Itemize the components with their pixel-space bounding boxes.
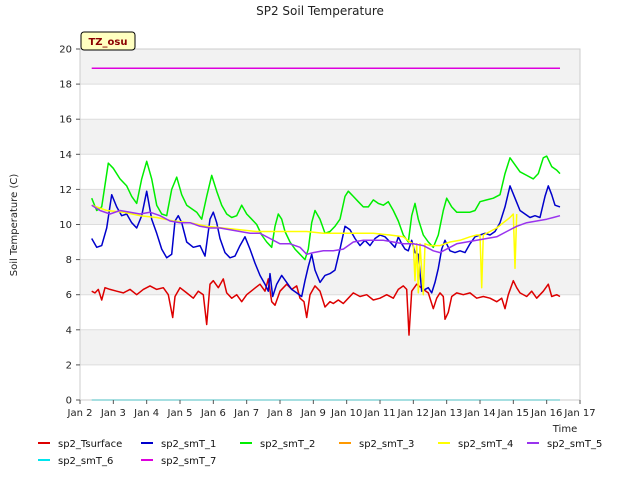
y-tick-label: 18 (59, 80, 72, 91)
legend-label: sp2_smT_2 (260, 439, 315, 450)
y-axis: 0 2 4 6 8 10 12 14 16 18 20 (59, 45, 80, 407)
legend-label: sp2_smT_3 (359, 439, 414, 450)
legend-item: sp2_smT_1 (141, 439, 216, 450)
legend: sp2_Tsurface sp2_smT_1 sp2_smT_2 sp2_smT_3 s… (38, 439, 602, 467)
x-tick-label: Jan 10 (330, 408, 362, 419)
legend-item: sp2_smT_3 (339, 439, 414, 450)
series-line-sp2_smT_2 (91, 155, 561, 261)
x-tick-label: Jan 3 (100, 408, 126, 419)
x-tick-label: Jan 11 (363, 408, 395, 419)
y-tick-label: 2 (66, 360, 72, 371)
legend-item: sp2_Tsurface (38, 439, 122, 450)
x-tick-label: Jan 7 (233, 408, 259, 419)
x-axis: Jan 2 Jan 3 Jan 4 Jan 5 Jan 6 Jan 7 Jan 8 Jan 9… (67, 400, 596, 419)
y-axis-label: Soil Temperature (C) (9, 174, 20, 277)
x-axis-label: Time (552, 424, 577, 435)
plot-area (79, 48, 581, 401)
y-tick-label: 20 (59, 45, 72, 56)
x-tick-label: Jan 15 (497, 408, 529, 419)
legend-label: sp2_smT_4 (458, 439, 513, 450)
legend-item: sp2_smT_5 (527, 439, 602, 450)
x-tick-label: Jan 12 (397, 408, 429, 419)
y-tick-label: 6 (66, 290, 72, 301)
grid-band (80, 259, 580, 295)
x-tick-label: Jan 4 (133, 408, 159, 419)
legend-label: sp2_Tsurface (58, 439, 122, 450)
legend-label: sp2_smT_6 (58, 456, 113, 467)
x-tick-label: Jan 14 (463, 408, 495, 419)
grid-band (80, 49, 580, 85)
tz-badge-box (80, 31, 136, 51)
series-line-sp2_smT_5 (91, 204, 561, 256)
y-tick-label: 4 (66, 325, 72, 336)
x-tick-label: Jan 5 (167, 408, 193, 419)
series-line-sp2_smT_4 (91, 204, 518, 296)
grid-band (80, 119, 580, 155)
x-tick-label: Jan 13 (430, 408, 462, 419)
legend-label: sp2_smT_7 (161, 456, 216, 467)
y-tick-label: 8 (66, 255, 72, 266)
series-line-sp2_Tsurface (91, 278, 561, 336)
legend-item: sp2_smT_7 (141, 456, 216, 467)
grid-bands (80, 49, 580, 365)
x-tick-label: Jan 6 (200, 408, 226, 419)
tz-badge-label: TZ_osu (88, 37, 127, 48)
chart-title: SP2 Soil Temperature (256, 4, 384, 18)
grid-band (80, 329, 580, 365)
tz-badge: TZ_osu (80, 31, 136, 51)
x-tick-label: Jan 9 (300, 408, 326, 419)
x-tick-label: Jan 17 (563, 408, 595, 419)
legend-label: sp2_smT_1 (161, 439, 216, 450)
y-tick-label: 0 (66, 396, 72, 407)
y-tick-label: 14 (59, 150, 72, 161)
legend-item: sp2_smT_4 (438, 439, 513, 450)
y-tick-label: 12 (59, 185, 72, 196)
y-tick-label: 10 (59, 220, 72, 231)
x-tick-label: Jan 8 (267, 408, 293, 419)
legend-item: sp2_smT_2 (240, 439, 315, 450)
x-tick-label: Jan 16 (530, 408, 562, 419)
legend-label: sp2_smT_5 (547, 439, 602, 450)
y-tick-label: 16 (59, 115, 72, 126)
legend-item: sp2_smT_6 (38, 456, 113, 467)
x-tick-label: Jan 2 (67, 408, 93, 419)
